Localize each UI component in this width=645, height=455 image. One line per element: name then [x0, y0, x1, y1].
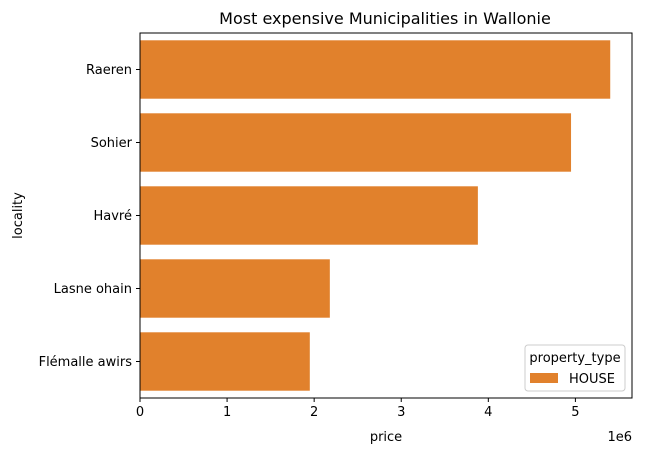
bar-sohier	[140, 113, 572, 172]
legend-swatch-house	[530, 373, 558, 383]
bar-lasne-ohain	[140, 259, 330, 318]
y-tick-label: Havré	[94, 209, 133, 224]
legend: property_type HOUSE	[524, 344, 626, 392]
x-axis-label: price	[370, 430, 402, 445]
x-tick-label: 2	[310, 405, 318, 420]
bar-flémalle-awirs	[140, 332, 310, 391]
y-tick-group: Raeren Sohier Havré Lasne ohain Flémalle awi…	[39, 63, 140, 370]
y-tick-label: Sohier	[91, 136, 133, 151]
y-tick-label: Lasne ohain	[54, 282, 132, 297]
y-tick-label: Flémalle awirs	[39, 355, 133, 370]
bar-raeren	[140, 40, 611, 99]
x-tick-group: 0 1 2 3 4 5	[136, 398, 580, 420]
y-axis-label: locality	[11, 192, 26, 239]
y-tick-label: Raeren	[86, 63, 132, 78]
x-tick-label: 3	[397, 405, 405, 420]
x-axis-scale-label: 1e6	[607, 430, 632, 445]
legend-title: property_type	[529, 351, 620, 366]
x-tick-label: 4	[484, 405, 492, 420]
x-tick-label: 1	[223, 405, 231, 420]
x-tick-label: 5	[571, 405, 579, 420]
x-tick-label: 0	[136, 405, 144, 420]
chart-title: Most expensive Municipalities in Walloni…	[219, 9, 551, 28]
bar-havré	[140, 186, 478, 245]
legend-label-house: HOUSE	[569, 372, 615, 387]
plot-frame	[139, 32, 633, 399]
bars-group	[140, 40, 611, 391]
